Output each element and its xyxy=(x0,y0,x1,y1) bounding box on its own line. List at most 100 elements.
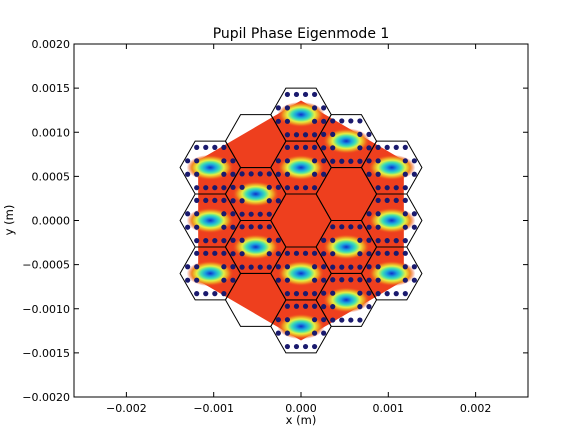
actuator-dot xyxy=(185,171,191,177)
x-axis-label: x (m) xyxy=(286,413,317,427)
actuator-dot xyxy=(321,105,327,111)
actuator-dot xyxy=(293,343,300,350)
actuator-dot xyxy=(311,118,318,124)
actuator-dot xyxy=(339,317,345,323)
actuator-dot xyxy=(375,197,381,203)
x-tick-label: −0.002 xyxy=(106,402,147,415)
y-tick-label: 0.0020 xyxy=(32,38,71,51)
actuator-dot xyxy=(348,158,354,164)
segment-mode-18 xyxy=(186,260,234,287)
actuator-dot xyxy=(284,118,291,124)
actuator-dot xyxy=(357,290,363,296)
actuator-dot xyxy=(366,224,372,230)
actuator-dot xyxy=(203,250,209,256)
actuator-dot xyxy=(185,277,191,283)
actuator-dot xyxy=(339,118,345,124)
actuator-dot xyxy=(375,224,381,230)
actuator-dot xyxy=(321,264,327,270)
actuator-dot xyxy=(411,264,417,270)
actuator-dot xyxy=(311,303,318,309)
actuator-dot xyxy=(230,171,236,177)
actuator-dot xyxy=(203,291,209,297)
actuator-dot xyxy=(375,185,381,191)
actuator-dot xyxy=(230,264,236,270)
actuator-dot xyxy=(321,317,327,323)
actuator-dot xyxy=(402,250,408,256)
actuator-dot xyxy=(194,144,200,150)
actuator-dot xyxy=(284,250,291,256)
actuator-dot xyxy=(230,237,236,243)
actuator-dot xyxy=(266,264,272,270)
actuator-dot xyxy=(284,317,291,323)
actuator-dot xyxy=(239,198,245,204)
y-tick-label: 0.0010 xyxy=(32,126,71,139)
actuator-dot xyxy=(284,91,291,98)
actuator-dot xyxy=(357,251,363,257)
actuator-dot xyxy=(311,144,318,150)
actuator-dot xyxy=(266,251,272,257)
actuator-dot xyxy=(221,238,227,244)
actuator-dot xyxy=(357,158,363,164)
actuator-dot xyxy=(375,238,381,244)
actuator-dot xyxy=(321,277,327,283)
actuator-dot xyxy=(411,158,417,164)
segment-mode-15 xyxy=(368,260,416,287)
actuator-dot xyxy=(375,171,381,177)
actuator-dot xyxy=(203,185,209,191)
actuator-dot xyxy=(321,131,327,137)
actuator-dot xyxy=(321,304,327,310)
actuator-dot xyxy=(366,290,372,296)
actuator-dot xyxy=(275,330,281,336)
segment-mode-11 xyxy=(232,234,280,260)
actuator-dot xyxy=(194,291,200,297)
actuator-dot xyxy=(239,211,245,217)
actuator-dot xyxy=(393,185,399,191)
segment-mode-4 xyxy=(277,313,325,340)
actuator-dot xyxy=(284,132,291,138)
actuator-dot xyxy=(275,118,281,124)
actuator-dot xyxy=(366,145,372,151)
actuator-dot xyxy=(384,185,390,191)
actuator-dot xyxy=(339,277,345,283)
actuator-dot xyxy=(284,343,291,350)
actuator-dot xyxy=(221,185,227,191)
actuator-dot xyxy=(275,237,281,243)
actuator-dot xyxy=(411,211,417,217)
actuator-dot xyxy=(257,224,263,230)
actuator-dot xyxy=(194,185,200,191)
actuator-dot xyxy=(266,224,272,230)
segment-mode-16 xyxy=(186,154,234,181)
actuator-dot xyxy=(194,264,200,270)
actuator-dot xyxy=(375,291,381,297)
actuator-dot xyxy=(366,237,372,243)
actuator-dot xyxy=(239,237,245,243)
actuator-dot xyxy=(375,144,381,150)
y-tick-label: 0.0005 xyxy=(32,170,71,183)
actuator-dot xyxy=(266,237,272,243)
actuator-dot xyxy=(357,317,363,323)
y-tick-label: 0.0000 xyxy=(32,215,71,228)
actuator-dot xyxy=(212,250,218,256)
actuator-dot xyxy=(375,264,381,270)
actuator-dot xyxy=(293,185,300,191)
actuator-dot xyxy=(302,132,309,138)
actuator-dot xyxy=(212,291,218,297)
segment-outline-18 xyxy=(179,246,242,301)
actuator-dot xyxy=(284,264,291,270)
actuator-dot xyxy=(194,158,200,164)
actuator-dot xyxy=(212,197,218,203)
actuator-dot xyxy=(366,131,372,137)
actuator-dot xyxy=(203,144,209,150)
actuator-dot xyxy=(357,145,363,151)
actuator-dot xyxy=(311,264,318,270)
actuator-dot xyxy=(230,184,236,190)
actuator-dot xyxy=(284,105,291,111)
actuator-dot xyxy=(275,105,281,111)
actuator-dot xyxy=(330,317,336,323)
actuator-dot xyxy=(330,251,336,257)
actuator-dot xyxy=(185,224,191,230)
actuator-dot xyxy=(194,171,200,177)
actuator-dot xyxy=(230,224,236,230)
actuator-dot xyxy=(393,291,399,297)
